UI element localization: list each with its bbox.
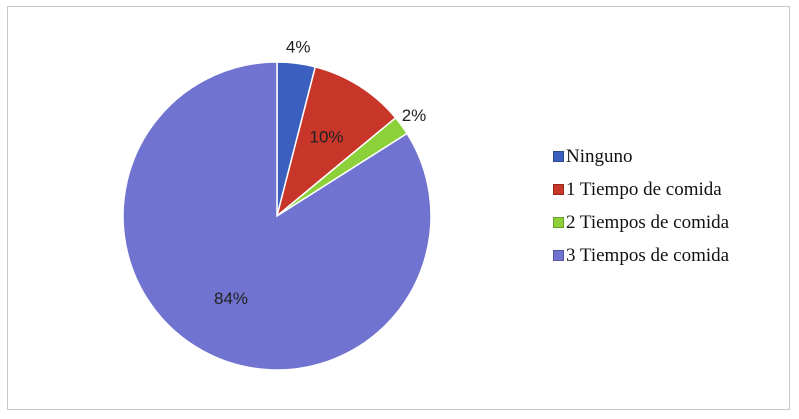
- pie-slice-1-tiempo: [275, 65, 397, 219]
- legend-label-2-tiempos: 2 Tiempos de comida: [566, 211, 730, 233]
- legend-swatch-2-tiempos: [553, 217, 564, 228]
- legend-swatch-1-tiempo: [553, 184, 564, 195]
- legend-swatch-ninguno: [553, 151, 564, 162]
- legend-item-2-tiempos: 2 Tiempos de comida: [553, 206, 729, 239]
- pie-labels: 4% 10% 2% 84%: [214, 37, 426, 308]
- data-label-1-tiempo: 10%: [309, 127, 343, 146]
- data-label-ninguno: 4%: [286, 37, 311, 56]
- legend: Ninguno 1 Tiempo de comida 2 Tiempos de …: [553, 140, 729, 272]
- legend-label-1-tiempo: 1 Tiempo de comida: [566, 178, 722, 200]
- legend-item-3-tiempos: 3 Tiempos de comida: [553, 239, 729, 272]
- pie-slices: [122, 61, 432, 371]
- data-label-2-tiempos: 2%: [402, 106, 427, 125]
- legend-item-1-tiempo: 1 Tiempo de comida: [553, 173, 729, 206]
- legend-label-ninguno: Ninguno: [566, 145, 633, 167]
- legend-swatch-3-tiempos: [553, 250, 564, 261]
- legend-item-ninguno: Ninguno: [553, 140, 729, 173]
- data-label-3-tiempos: 84%: [214, 289, 248, 308]
- legend-label-3-tiempos: 3 Tiempos de comida: [566, 244, 730, 266]
- pie-slice-3-tiempos: [122, 61, 432, 371]
